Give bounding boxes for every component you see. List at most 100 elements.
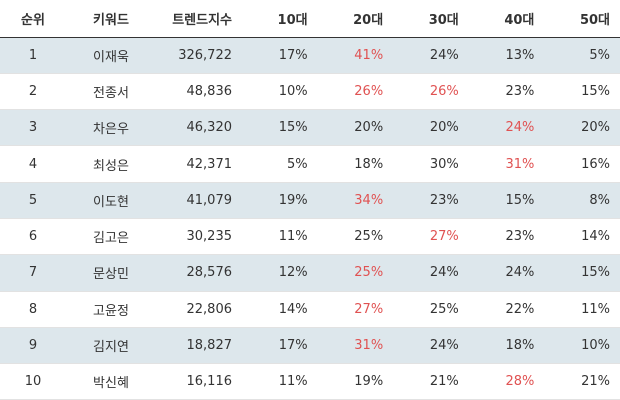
age-10s-cell: 19%	[242, 182, 318, 219]
age-20s-cell: 25%	[317, 218, 394, 256]
age-50s-cell: 21%	[544, 363, 620, 400]
age-10s-cell: 15%	[242, 109, 318, 147]
trend-index-cell: 16,116	[156, 363, 242, 400]
age-50s-cell: 20%	[544, 109, 620, 147]
table-row: 8 고윤정 22,806 14% 27% 25% 22% 11%	[0, 291, 620, 328]
table-row: 3 차은우 46,320 15% 20% 20% 24% 20%	[0, 109, 620, 147]
table-row: 7 문상민 28,576 12% 25% 24% 24% 15%	[0, 254, 620, 292]
age-10s-cell: 10%	[242, 73, 318, 111]
rank-cell: 5	[0, 182, 66, 219]
age-10s-cell: 11%	[242, 363, 318, 400]
trend-index-cell: 42,371	[156, 145, 242, 183]
table-row: 9 김지연 18,827 17% 31% 24% 18% 10%	[0, 327, 620, 365]
trend-index-cell: 30,235	[156, 218, 242, 256]
rank-cell: 9	[0, 327, 66, 365]
age-20s-cell: 34%	[317, 182, 394, 219]
table-row: 5 이도현 41,079 19% 34% 23% 15% 8%	[0, 182, 620, 219]
age-20s-cell: 18%	[317, 145, 394, 183]
age-50s-cell: 14%	[544, 218, 620, 256]
table-body: 1 이재욱 326,722 17% 41% 24% 13% 5% 2 전종서 48,836 10% 26…	[0, 37, 620, 400]
age-40s-cell: 31%	[468, 145, 545, 183]
age-20s-cell: 19%	[317, 363, 394, 400]
age-50s-cell: 5%	[544, 37, 620, 74]
table-header: 순위 키워드 트렌드지수 10대 20대 30대 40대 50대	[0, 0, 620, 38]
age-30s-cell: 23%	[393, 182, 469, 219]
rank-cell: 1	[0, 37, 66, 74]
rank-cell: 3	[0, 109, 66, 147]
age-20s-cell: 27%	[317, 291, 394, 328]
age-30s-cell: 30%	[393, 145, 469, 183]
keyword-cell: 김지연	[66, 327, 156, 365]
trend-index-cell: 18,827	[156, 327, 242, 365]
header-age-50s: 50대	[544, 0, 620, 38]
age-40s-cell: 22%	[468, 291, 545, 328]
rank-cell: 8	[0, 291, 66, 328]
trend-index-cell: 48,836	[156, 73, 242, 111]
header-trend-index: 트렌드지수	[156, 0, 242, 38]
age-40s-cell: 24%	[468, 254, 545, 292]
table-row: 10 박신혜 16,116 11% 19% 21% 28% 21%	[0, 363, 620, 400]
rank-cell: 4	[0, 145, 66, 183]
age-30s-cell: 24%	[393, 254, 469, 292]
age-50s-cell: 15%	[544, 254, 620, 292]
table-row: 2 전종서 48,836 10% 26% 26% 23% 15%	[0, 73, 620, 111]
age-20s-cell: 31%	[317, 327, 394, 365]
trend-index-cell: 28,576	[156, 254, 242, 292]
keyword-cell: 이재욱	[66, 37, 156, 74]
table-row: 1 이재욱 326,722 17% 41% 24% 13% 5%	[0, 37, 620, 74]
age-10s-cell: 17%	[242, 327, 318, 365]
age-10s-cell: 17%	[242, 37, 318, 74]
keyword-cell: 이도현	[66, 182, 156, 219]
age-40s-cell: 24%	[468, 109, 545, 147]
header-keyword: 키워드	[66, 0, 156, 38]
trend-index-cell: 326,722	[156, 37, 242, 74]
age-40s-cell: 18%	[468, 327, 545, 365]
keyword-cell: 박신혜	[66, 363, 156, 400]
age-10s-cell: 5%	[242, 145, 318, 183]
header-rank: 순위	[0, 0, 66, 38]
age-30s-cell: 25%	[393, 291, 469, 328]
trend-index-cell: 46,320	[156, 109, 242, 147]
header-row: 순위 키워드 트렌드지수 10대 20대 30대 40대 50대	[0, 0, 620, 38]
age-30s-cell: 26%	[393, 73, 469, 111]
age-10s-cell: 12%	[242, 254, 318, 292]
keyword-cell: 차은우	[66, 109, 156, 147]
header-age-30s: 30대	[393, 0, 469, 38]
age-30s-cell: 24%	[393, 37, 469, 74]
rank-cell: 10	[0, 363, 66, 400]
rank-cell: 6	[0, 218, 66, 256]
age-10s-cell: 11%	[242, 218, 318, 256]
age-40s-cell: 28%	[468, 363, 545, 400]
header-age-10s: 10대	[242, 0, 318, 38]
age-10s-cell: 14%	[242, 291, 318, 328]
age-40s-cell: 13%	[468, 37, 545, 74]
age-20s-cell: 26%	[317, 73, 394, 111]
age-30s-cell: 24%	[393, 327, 469, 365]
keyword-cell: 전종서	[66, 73, 156, 111]
age-30s-cell: 20%	[393, 109, 469, 147]
age-50s-cell: 8%	[544, 182, 620, 219]
age-20s-cell: 20%	[317, 109, 394, 147]
age-40s-cell: 15%	[468, 182, 545, 219]
rank-cell: 7	[0, 254, 66, 292]
age-30s-cell: 21%	[393, 363, 469, 400]
trend-index-cell: 22,806	[156, 291, 242, 328]
table-row: 4 최성은 42,371 5% 18% 30% 31% 16%	[0, 145, 620, 183]
age-20s-cell: 25%	[317, 254, 394, 292]
keyword-cell: 문상민	[66, 254, 156, 292]
age-50s-cell: 15%	[544, 73, 620, 111]
trend-index-cell: 41,079	[156, 182, 242, 219]
age-50s-cell: 11%	[544, 291, 620, 328]
age-30s-cell: 27%	[393, 218, 469, 256]
keyword-cell: 고윤정	[66, 291, 156, 328]
header-age-20s: 20대	[317, 0, 394, 38]
age-40s-cell: 23%	[468, 73, 545, 111]
age-40s-cell: 23%	[468, 218, 545, 256]
table-row: 6 김고은 30,235 11% 25% 27% 23% 14%	[0, 218, 620, 256]
age-50s-cell: 16%	[544, 145, 620, 183]
age-20s-cell: 41%	[317, 37, 394, 74]
keyword-cell: 최성은	[66, 145, 156, 183]
header-age-40s: 40대	[468, 0, 545, 38]
keyword-cell: 김고은	[66, 218, 156, 256]
